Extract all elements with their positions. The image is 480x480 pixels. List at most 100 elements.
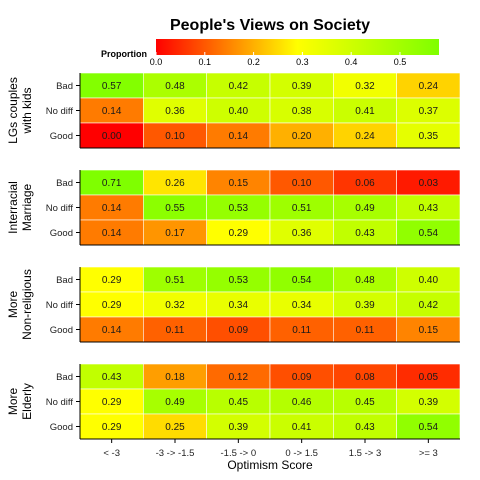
x-tick-label: 0 -> 1.5 [285, 448, 317, 459]
heatmap-cell [396, 97, 461, 124]
cell-value-label: 0.36 [292, 228, 312, 239]
cell-value-label: 0.29 [229, 228, 249, 239]
x-axis: < -3 -3 -> -1.5 -1.5 -> 0 0 -> 1.5 1.5 -> 3 >… [103, 439, 438, 459]
cell-value-label: 0.40 [229, 106, 249, 117]
cell-value-label: 0.26 [165, 178, 185, 189]
cell-value-label: 0.45 [229, 397, 249, 408]
heatmap-cell [269, 413, 334, 440]
cell-value-label: 0.32 [355, 81, 375, 92]
legend-title: Proportion [101, 49, 147, 59]
panel-label-line: More [6, 388, 20, 416]
heatmap-cell [333, 219, 397, 246]
heatmap-cell [333, 169, 397, 196]
x-tick-label: 1.5 -> 3 [349, 448, 381, 459]
heatmap-cell [396, 122, 461, 149]
panel-label: More Non-religious [6, 269, 34, 340]
cell-value-label: 0.45 [355, 397, 375, 408]
row-label: Bad [56, 275, 73, 286]
row-label: Good [50, 131, 73, 142]
heatmap-cell [333, 316, 397, 343]
heatmap-cell [333, 291, 397, 318]
cell-value-label: 0.15 [419, 325, 439, 336]
cell-value-label: 0.34 [292, 300, 312, 311]
cell-value-label: 0.53 [229, 203, 249, 214]
cell-value-label: 0.54 [419, 228, 439, 239]
cell-value-label: 0.06 [355, 178, 375, 189]
cell-value-label: 0.29 [102, 300, 122, 311]
row-label: Good [50, 228, 73, 239]
heatmap-cell [269, 291, 334, 318]
cell-value-label: 0.25 [165, 422, 185, 433]
legend-tick-label: 0.2 [247, 57, 260, 67]
heatmap-cell [206, 413, 271, 440]
cell-value-label: 0.43 [102, 372, 122, 383]
heatmap-cell [396, 169, 461, 196]
cell-value-label: 0.14 [102, 228, 122, 239]
cell-value-label: 0.29 [102, 422, 122, 433]
heatmap-cell [143, 219, 207, 246]
heatmap-cell [143, 413, 207, 440]
heatmap-cell [396, 291, 461, 318]
row-label: No diff [46, 203, 74, 214]
panel-label-line: Marriage [20, 184, 34, 232]
heatmap-cell [269, 97, 334, 124]
cell-value-label: 0.39 [229, 422, 249, 433]
heatmap-cell [143, 169, 207, 196]
heatmap-cell [269, 266, 334, 293]
heatmap-cell [79, 97, 144, 124]
row-label: Bad [56, 372, 73, 383]
heatmap-cell [206, 169, 271, 196]
heatmap-cell [269, 169, 334, 196]
cell-value-label: 0.55 [165, 203, 185, 214]
row-label: Bad [56, 178, 73, 189]
panel-label: Interracial Marriage [6, 181, 34, 234]
cell-value-label: 0.14 [229, 131, 249, 142]
cell-value-label: 0.39 [292, 81, 312, 92]
heatmap-cell [206, 388, 271, 415]
row-label: Good [50, 422, 73, 433]
panel-label-line: More [6, 291, 20, 319]
heatmap-cell [143, 266, 207, 293]
heatmap-cell [396, 219, 461, 246]
row-label: No diff [46, 300, 74, 311]
cell-value-label: 0.10 [292, 178, 312, 189]
cell-value-label: 0.39 [419, 397, 439, 408]
row-label: No diff [46, 106, 74, 117]
cell-value-label: 0.14 [102, 106, 122, 117]
panel: 0.43 0.18 0.12 0.09 0.08 0.05 0.29 0.49 0.45 0.46… [6, 363, 461, 440]
cell-value-label: 0.48 [355, 275, 375, 286]
cell-value-label: 0.12 [229, 372, 249, 383]
cell-value-label: 0.03 [419, 178, 439, 189]
cell-value-label: 0.10 [165, 131, 185, 142]
cell-value-label: 0.35 [419, 131, 439, 142]
heatmap-cell [79, 291, 144, 318]
cell-value-label: 0.32 [165, 300, 185, 311]
cell-value-label: 0.11 [356, 325, 375, 336]
cell-value-label: 0.39 [355, 300, 375, 311]
panel-label-line: Elderly [20, 383, 34, 420]
cell-value-label: 0.43 [355, 422, 375, 433]
heatmap-cell [79, 388, 144, 415]
cell-value-label: 0.38 [292, 106, 312, 117]
legend-tick-label: 0.4 [345, 57, 358, 67]
cell-value-label: 0.09 [292, 372, 312, 383]
cell-value-label: 0.43 [419, 203, 439, 214]
heatmap-cell [333, 72, 397, 99]
cell-value-label: 0.11 [166, 325, 185, 336]
cell-value-label: 0.29 [102, 275, 122, 286]
legend-tick-label: 0.5 [394, 57, 407, 67]
cell-value-label: 0.24 [419, 81, 439, 92]
cell-value-label: 0.09 [229, 325, 249, 336]
legend-tick-label: 0.3 [296, 57, 309, 67]
heatmap-cell [269, 72, 334, 99]
heatmap-cell [396, 266, 461, 293]
panels: 0.57 0.48 0.42 0.39 0.32 0.24 0.14 0.36 0.40 0.38… [6, 72, 461, 440]
x-tick-label: -3 -> -1.5 [156, 448, 195, 459]
panel: 0.71 0.26 0.15 0.10 0.06 0.03 0.14 0.55 0.53 0.51… [6, 169, 461, 246]
cell-value-label: 0.14 [102, 325, 122, 336]
x-tick-label: -1.5 -> 0 [221, 448, 257, 459]
heatmap-cell [79, 363, 144, 390]
cell-value-label: 0.20 [292, 131, 312, 142]
heatmap-cell [333, 194, 397, 221]
